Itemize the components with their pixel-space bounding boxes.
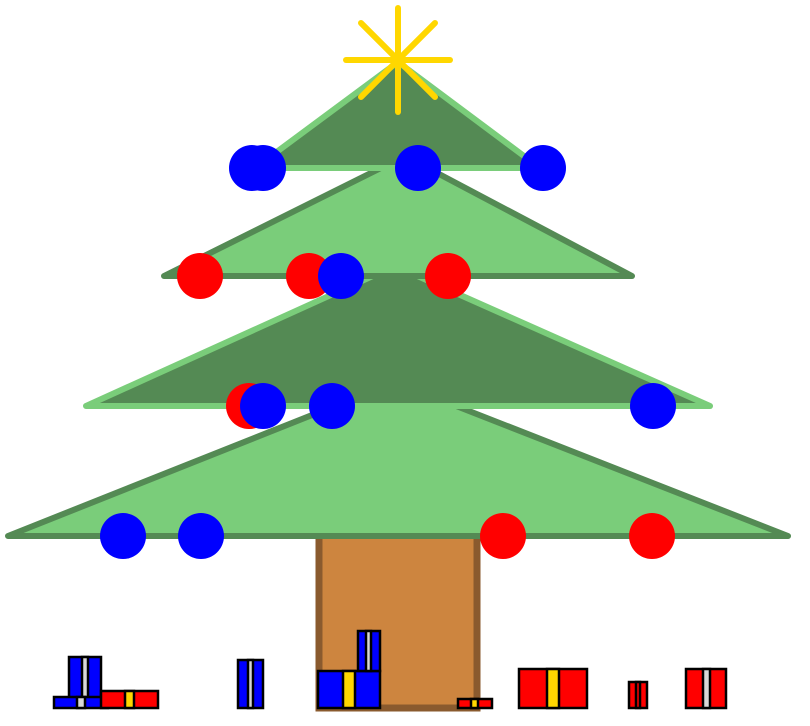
gift — [99, 689, 160, 710]
star-icon — [343, 5, 453, 115]
gift — [684, 667, 728, 710]
gift — [627, 680, 649, 710]
ornament — [395, 145, 441, 191]
gift — [517, 667, 589, 710]
tree-tier-bottom — [5, 379, 791, 539]
gifts — [52, 629, 728, 710]
ornament — [240, 145, 286, 191]
ornament — [520, 145, 566, 191]
tree-tier-second — [161, 153, 635, 279]
ornament — [318, 253, 364, 299]
gift — [456, 697, 494, 710]
gift — [67, 655, 103, 702]
ornament — [629, 513, 675, 559]
ornament — [309, 383, 355, 429]
gift — [236, 658, 265, 710]
gift — [316, 669, 382, 710]
ornament — [177, 253, 223, 299]
ornament — [480, 513, 526, 559]
ornament — [630, 383, 676, 429]
ornament — [100, 513, 146, 559]
gift — [356, 629, 382, 673]
ornaments — [100, 145, 676, 559]
ornament — [425, 253, 471, 299]
ornament — [286, 253, 332, 299]
ornament — [178, 513, 224, 559]
tree-tier-third — [83, 263, 713, 409]
ornament — [240, 383, 286, 429]
